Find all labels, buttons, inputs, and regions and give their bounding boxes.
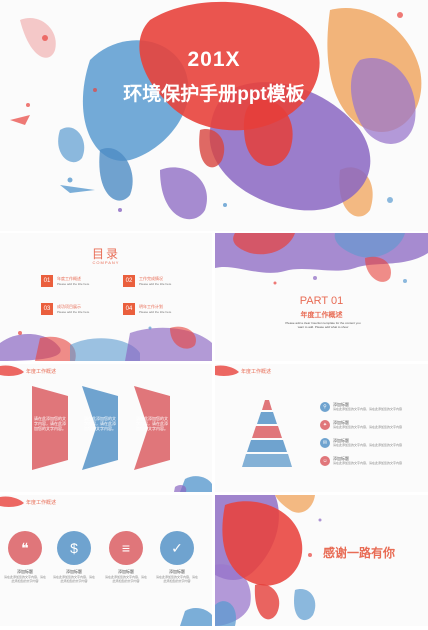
thanks-slide[interactable]: 感谢一路有你	[215, 495, 428, 626]
chevron-text-1: 请在此添加您的文字内容，请在此添加您的文字内容。	[34, 416, 66, 431]
toc-number: 02	[123, 275, 135, 287]
icon-label: 添加标题	[17, 569, 33, 574]
icon-desc: 请在此添加您的文字内容，请在此添加您的文字内容	[3, 575, 46, 583]
coins-icon: ≡	[109, 531, 143, 565]
location-icon: ⚲	[320, 402, 330, 412]
chevron-text-2: 请在此添加您的文字内容，请在此添加您的文字内容。	[84, 416, 116, 431]
chat-icon: ✉	[320, 438, 330, 448]
cover-year: 201X	[187, 48, 241, 71]
section-header: 年度工作概述	[241, 369, 272, 375]
toc-subtitle: COMPANY	[92, 260, 120, 265]
toc-desc: Please add the title here	[57, 282, 90, 286]
section-header: 年度工作概述	[26, 369, 57, 375]
toc-label: 明年工作计划	[139, 304, 163, 309]
chevron-shapes	[32, 386, 170, 470]
toc-desc: Please add the title here	[57, 310, 90, 314]
pyramid-desc: 请在此添加您的文字内容，请在此添加您的文字内容	[333, 407, 403, 411]
toc-label: 成功项目展示	[57, 304, 81, 309]
toc-label: 年度工作概述	[57, 276, 81, 281]
toc-slide[interactable]: 目录 COMPANY 01 年度工作概述 Please add the titl…	[0, 233, 212, 361]
watercolor-splash	[0, 326, 212, 361]
icon-desc: 请在此添加您的文字内容，请在此添加您的文字内容	[52, 575, 95, 583]
chevron-text-3: 请在此添加您的文字内容，请在此添加您的文字内容。	[136, 416, 168, 431]
chevron-slide[interactable]: 年度工作概述 请在此添加您的文字内容，请在此添加您的文字内容。 请在此添加您的文…	[0, 364, 212, 492]
pyramid-slide[interactable]: 年度工作概述 ⚲ 添加标题 请在此添加您的文字内容，请在此添加您的文字内容 ✦ …	[215, 364, 428, 492]
part-slide[interactable]: PART 01 年度工作概述 Please add a clear Insert…	[215, 233, 428, 361]
watercolor-splash	[215, 495, 322, 626]
header-splash	[0, 496, 24, 507]
toc-label: 工作完成情况	[139, 276, 163, 281]
toc-desc: Please add the title here	[139, 282, 172, 286]
icons-slide[interactable]: 年度工作概述 ❝ 添加标题 请在此添加您的文字内容，请在此添加您的文字内容 $ …	[0, 495, 212, 626]
watercolor-splash	[10, 1, 422, 220]
part-description: Please add a clear Insertion template fo…	[285, 321, 361, 329]
icon-label: 添加标题	[169, 569, 185, 574]
icon-label: 添加标题	[66, 569, 82, 574]
pyramid-label: 添加标题	[333, 402, 349, 407]
icon-desc: 请在此添加您的文字内容，请在此添加您的文字内容	[155, 575, 198, 583]
corner-splash	[180, 608, 212, 626]
pyramid-label: 添加标题	[333, 420, 349, 425]
icon-label: 添加标题	[118, 569, 134, 574]
pyramid-desc: 请在此添加您的文字内容，请在此添加您的文字内容	[333, 443, 403, 447]
toc-number: 04	[123, 303, 135, 315]
toc-title: 目录	[91, 247, 120, 261]
pyramid-desc: 请在此添加您的文字内容，请在此添加您的文字内容	[333, 461, 403, 465]
icon-desc: 请在此添加您的文字内容，请在此添加您的文字内容	[104, 575, 147, 583]
lightbulb-icon: ✦	[320, 420, 330, 430]
money-bag-icon: $	[57, 531, 91, 565]
header-splash	[215, 365, 239, 376]
thumbs-up-icon: ✓	[160, 531, 194, 565]
person-icon: ☺	[320, 456, 330, 466]
corner-splash	[174, 476, 212, 492]
pyramid-label: 添加标题	[333, 438, 349, 443]
toc-desc: Please add the title here	[139, 310, 172, 314]
speech-bubble-icon: ❝	[8, 531, 42, 565]
part-title: 年度工作概述	[300, 312, 343, 319]
cover-slide[interactable]: 201X 环境保护手册ppt模板	[0, 0, 428, 231]
toc-number: 01	[41, 275, 53, 287]
header-splash	[0, 365, 24, 376]
cover-title: 环境保护手册ppt模板	[123, 84, 305, 105]
thanks-text: 感谢一路有你	[323, 546, 396, 560]
pyramid-desc: 请在此添加您的文字内容，请在此添加您的文字内容	[333, 425, 403, 429]
watercolor-splash	[215, 233, 428, 285]
section-header: 年度工作概述	[26, 500, 57, 506]
toc-number: 03	[41, 303, 53, 315]
part-number: PART 01	[299, 295, 344, 307]
pyramid-label: 添加标题	[333, 456, 349, 461]
pyramid-chart	[242, 400, 292, 467]
